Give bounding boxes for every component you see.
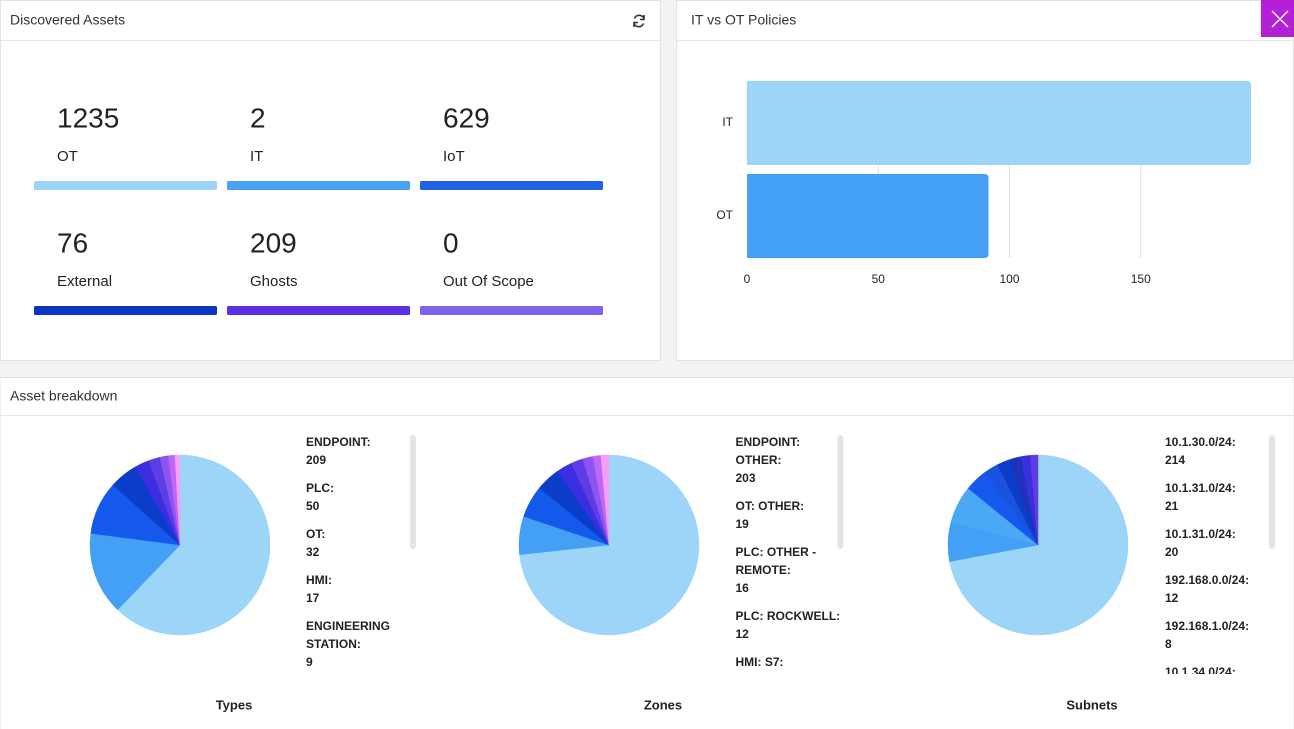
close-button[interactable] [1261,0,1294,37]
legend-value: 12 [736,627,750,641]
x-tick-label: 100 [999,272,1019,286]
tile-value: 629 [443,102,490,133]
legend: 10.1.30.0/24: 214 10.1.31.0/24: 21 10.1.31.0… [1165,435,1249,679]
tile-value: 1235 [57,102,119,133]
legend-label: OT: [306,527,325,541]
legend-value: 19 [736,517,750,531]
pie-slice [1030,454,1039,546]
legend: ENDPOINT: OTHER: 203 OT: OTHER: 19 PLC: OTHE… [736,435,841,687]
tile-bar [420,306,603,315]
legend-label: ENGINEERING STATION: [306,619,393,651]
legend-label: HMI: S7: [736,655,784,669]
tile-label: OT [57,148,78,165]
pie-slice [519,454,700,636]
y-tick-label: OT [716,208,733,222]
legend-label: 10.1.34.0/24: [1165,665,1236,679]
pie-slice [949,454,1129,636]
close-icon [1271,10,1289,28]
tile-bar [34,181,217,190]
scrollbar [1269,435,1275,549]
panel-title: Asset breakdown [10,388,117,404]
legend-label: ENDPOINT: [306,435,371,449]
x-tick-label: 150 [1131,272,1151,286]
pie-title: Types [216,697,253,712]
legend-value: 8 [736,673,743,687]
legend-label: 10.1.31.0/24: [1165,481,1236,495]
tile-value: 209 [250,227,297,258]
panel-title: IT vs OT Policies [691,12,796,28]
bar [747,81,1251,165]
tile-bar [227,306,410,315]
legend-value: 8 [1165,637,1172,651]
pie-title: Zones [644,697,682,712]
legend-value: 50 [306,499,320,513]
legend-value: 209 [306,453,326,467]
legend-label: HMI: [306,573,332,587]
pie-title: Subnets [1066,697,1117,712]
tile-label: Out Of Scope [443,273,534,290]
legend-label-line: REMOTE: [736,563,791,577]
tile-value: 76 [57,227,88,258]
legend-label: PLC: [306,481,334,495]
legend-label: PLC: OTHER - REMOTE: [736,545,820,577]
legend-label-line: STATION: [306,637,361,651]
x-tick-label: 50 [872,272,886,286]
legend-label: PLC: ROCKWELL: [736,609,841,623]
legend-label: ENDPOINT: OTHER: [736,435,804,467]
tile-label: External [57,273,112,290]
y-tick-label: IT [722,115,733,129]
tile-value: 0 [443,227,459,258]
legend-label-line: ENGINEERING [306,619,393,633]
legend-label: OT: OTHER: [736,499,805,513]
tile-bar [34,306,217,315]
legend-label-line: OTHER: [736,453,782,467]
legend-value: 203 [736,471,756,485]
pie-slice [89,532,181,611]
pie-slice [174,454,181,546]
pie-slice [600,454,610,546]
tile-value: 2 [250,102,266,133]
legend-value: 17 [306,591,320,605]
legend-label-line: PLC: OTHER - [736,545,820,559]
scrollbar [837,435,844,549]
panel [0,0,661,361]
legend-value: 12 [1165,591,1179,605]
refresh-icon[interactable] [633,14,645,28]
bar [747,174,989,258]
legend-value: 21 [1165,499,1179,513]
tile-label: Ghosts [250,273,298,290]
legend: ENDPOINT: 209 PLC: 50 OT: 32 HMI: 17 ENGINEERING… [306,435,393,669]
tile-label: IT [250,148,263,165]
tile-bar [227,181,410,190]
scrollbar [410,435,416,549]
legend-label-line: ENDPOINT: [736,435,804,449]
tile-bar [420,181,603,190]
legend-label: 10.1.30.0/24: [1165,435,1236,449]
legend-value: 16 [736,581,750,595]
legend-label: 10.1.31.0/24: [1165,527,1236,541]
legend-value: 32 [306,545,320,559]
tile-label: IoT [443,148,465,165]
legend-value: 214 [1165,453,1185,467]
legend-value: 20 [1165,545,1179,559]
legend-value: 9 [306,655,313,669]
legend-label: 192.168.1.0/24: [1165,619,1249,633]
legend-label: 192.168.0.0/24: [1165,573,1249,587]
x-tick-label: 0 [744,272,751,286]
pie-slice [117,454,271,636]
panel-title: Discovered Assets [10,12,125,28]
